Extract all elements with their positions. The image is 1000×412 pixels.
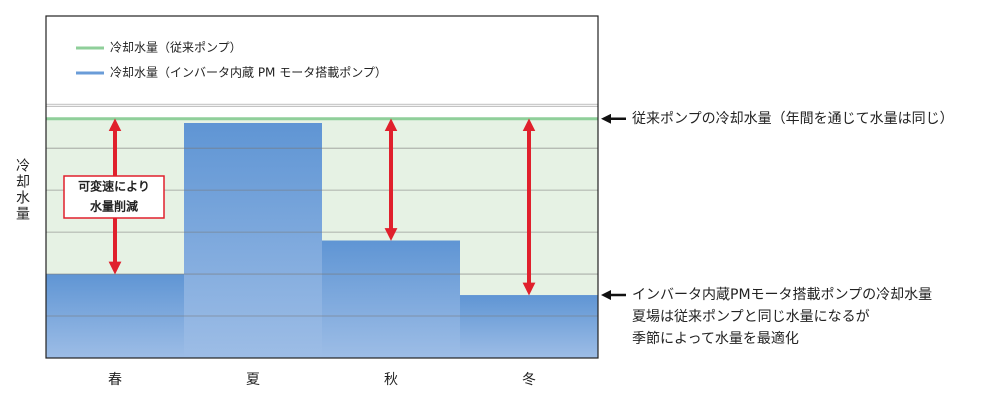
inverter-note: 季節によって水量を最適化: [632, 330, 799, 347]
inverter-note: インバータ内蔵PMモータ搭載ポンプの冷却水量: [632, 287, 932, 303]
x-tick-label: 秋: [384, 372, 398, 388]
bar: [322, 240, 460, 358]
x-tick-label: 夏: [246, 372, 260, 388]
y-axis-label: 冷却水量: [14, 158, 30, 222]
plot-frame: [45, 15, 599, 359]
inverter-note: 夏場は従来ポンプと同じ水量になるが: [632, 309, 870, 325]
reduction-text: 可変速により: [78, 179, 150, 194]
conventional-note: 従来ポンプの冷却水量（年間を通じて水量は同じ）: [632, 111, 954, 127]
reduction-box: [63, 175, 165, 219]
x-tick-label: 冬: [522, 372, 536, 388]
x-tick-label: 春: [108, 372, 122, 388]
legend-label: 冷却水量（インバータ内蔵 PM モータ搭載ポンプ）: [110, 66, 387, 80]
bar: [460, 295, 598, 358]
bar: [184, 123, 322, 358]
reduction-text: 水量削減: [90, 199, 138, 214]
legend-label: 冷却水量（従来ポンプ）: [110, 41, 242, 55]
